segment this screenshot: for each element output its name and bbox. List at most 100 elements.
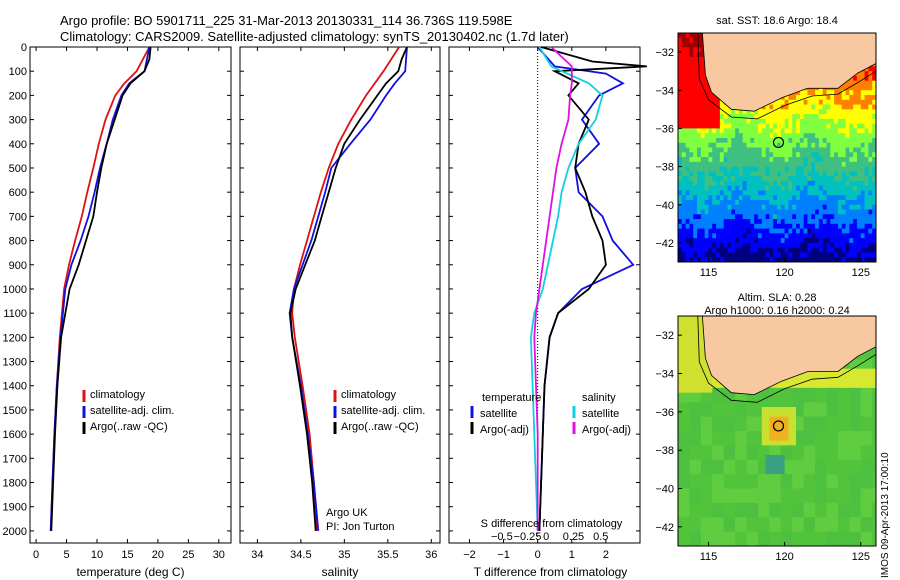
depth-contour: [697, 33, 876, 120]
map-cell: [693, 104, 698, 110]
map-cell: [678, 359, 683, 365]
map-cell: [765, 118, 770, 125]
map-cell: [853, 411, 858, 418]
map-cell: [799, 478, 805, 485]
map-cell: [757, 426, 763, 432]
map-cell: [697, 80, 702, 86]
map-cell: [834, 157, 839, 163]
map-cell: [822, 450, 827, 456]
map-cell: [704, 252, 709, 258]
map-cell: [780, 478, 786, 485]
map-cell: [708, 450, 713, 456]
map-cell: [750, 238, 755, 244]
map-cell: [777, 242, 782, 249]
map-cell: [723, 223, 728, 229]
map-cell: [681, 199, 687, 206]
map-cell: [681, 359, 687, 365]
map-cell: [719, 147, 725, 153]
map-cell: [693, 152, 698, 158]
map-cell: [700, 56, 706, 63]
map-cell: [681, 137, 687, 144]
map-cell: [777, 185, 782, 191]
map-cell: [678, 80, 683, 86]
map-cell: [777, 440, 782, 446]
map-cell: [769, 114, 774, 120]
map-cell: [818, 209, 824, 215]
map-cell: [769, 502, 774, 509]
annotation-institution: Argo UK: [326, 507, 368, 519]
map-cell: [868, 204, 873, 210]
map-cell: [757, 416, 763, 422]
map-cell: [856, 80, 862, 86]
map-cell: [765, 483, 770, 489]
map-cell: [757, 450, 763, 456]
map-cell: [849, 199, 854, 206]
map-cell: [807, 402, 812, 408]
map-cell: [700, 363, 706, 370]
map-cell: [822, 421, 827, 427]
map-cell: [868, 488, 873, 494]
map-cell: [807, 483, 812, 489]
map-cell: [845, 373, 850, 379]
map-cell: [719, 114, 725, 120]
map-cell: [735, 257, 740, 262]
map-cell: [773, 474, 778, 480]
map-cell: [716, 464, 721, 470]
map-cell: [719, 238, 725, 244]
map-cell: [784, 123, 789, 129]
map-cell: [818, 469, 824, 475]
map-cell: [719, 478, 725, 485]
map-cell: [761, 392, 766, 398]
map-cell: [784, 488, 789, 494]
map-cell: [837, 407, 843, 413]
map-cell: [708, 488, 713, 494]
map-cell: [697, 52, 702, 58]
map-cell: [864, 257, 869, 262]
map-cell: [837, 195, 843, 201]
map-cell: [727, 199, 732, 206]
map-cell: [738, 109, 744, 115]
map-cell: [685, 118, 690, 125]
map-cell: [815, 204, 820, 210]
map-cell: [872, 219, 876, 225]
map-cell: [872, 166, 876, 172]
map-cell: [849, 195, 854, 201]
map-cell: [822, 176, 827, 182]
map-cell: [708, 238, 713, 244]
map-cell: [845, 171, 850, 177]
map-cell: [830, 214, 835, 220]
map-cell: [712, 228, 717, 234]
map-cell: [697, 431, 702, 437]
map-cell: [841, 416, 846, 422]
map-cell: [700, 445, 706, 451]
map-cell: [834, 199, 839, 206]
map-cell: [773, 426, 778, 432]
map-cell: [780, 488, 786, 494]
map-cell: [773, 171, 778, 177]
map-cell: [856, 242, 862, 249]
map-cell: [803, 223, 808, 229]
map-cell: [681, 118, 687, 125]
map-cell: [860, 238, 865, 244]
map-cell: [697, 223, 702, 229]
map-cell: [761, 142, 766, 148]
map-cell: [818, 421, 824, 427]
map-cell: [731, 118, 736, 125]
map-cell: [719, 128, 725, 134]
map-cell: [856, 512, 862, 518]
map-cell: [693, 368, 698, 374]
map-cell: [750, 416, 755, 422]
y-tick-label: −42: [655, 238, 674, 250]
map-cell: [807, 512, 812, 518]
map-cell: [750, 199, 755, 206]
map-cell: [678, 325, 683, 331]
map-cell: [811, 180, 816, 187]
map-cell: [837, 507, 843, 513]
map-cell: [742, 209, 747, 215]
map-cell: [765, 123, 770, 129]
map-cell: [830, 421, 835, 427]
map-cell: [872, 161, 876, 167]
map-cell: [693, 354, 698, 360]
map-cell: [704, 128, 709, 134]
map-cell: [849, 228, 854, 234]
